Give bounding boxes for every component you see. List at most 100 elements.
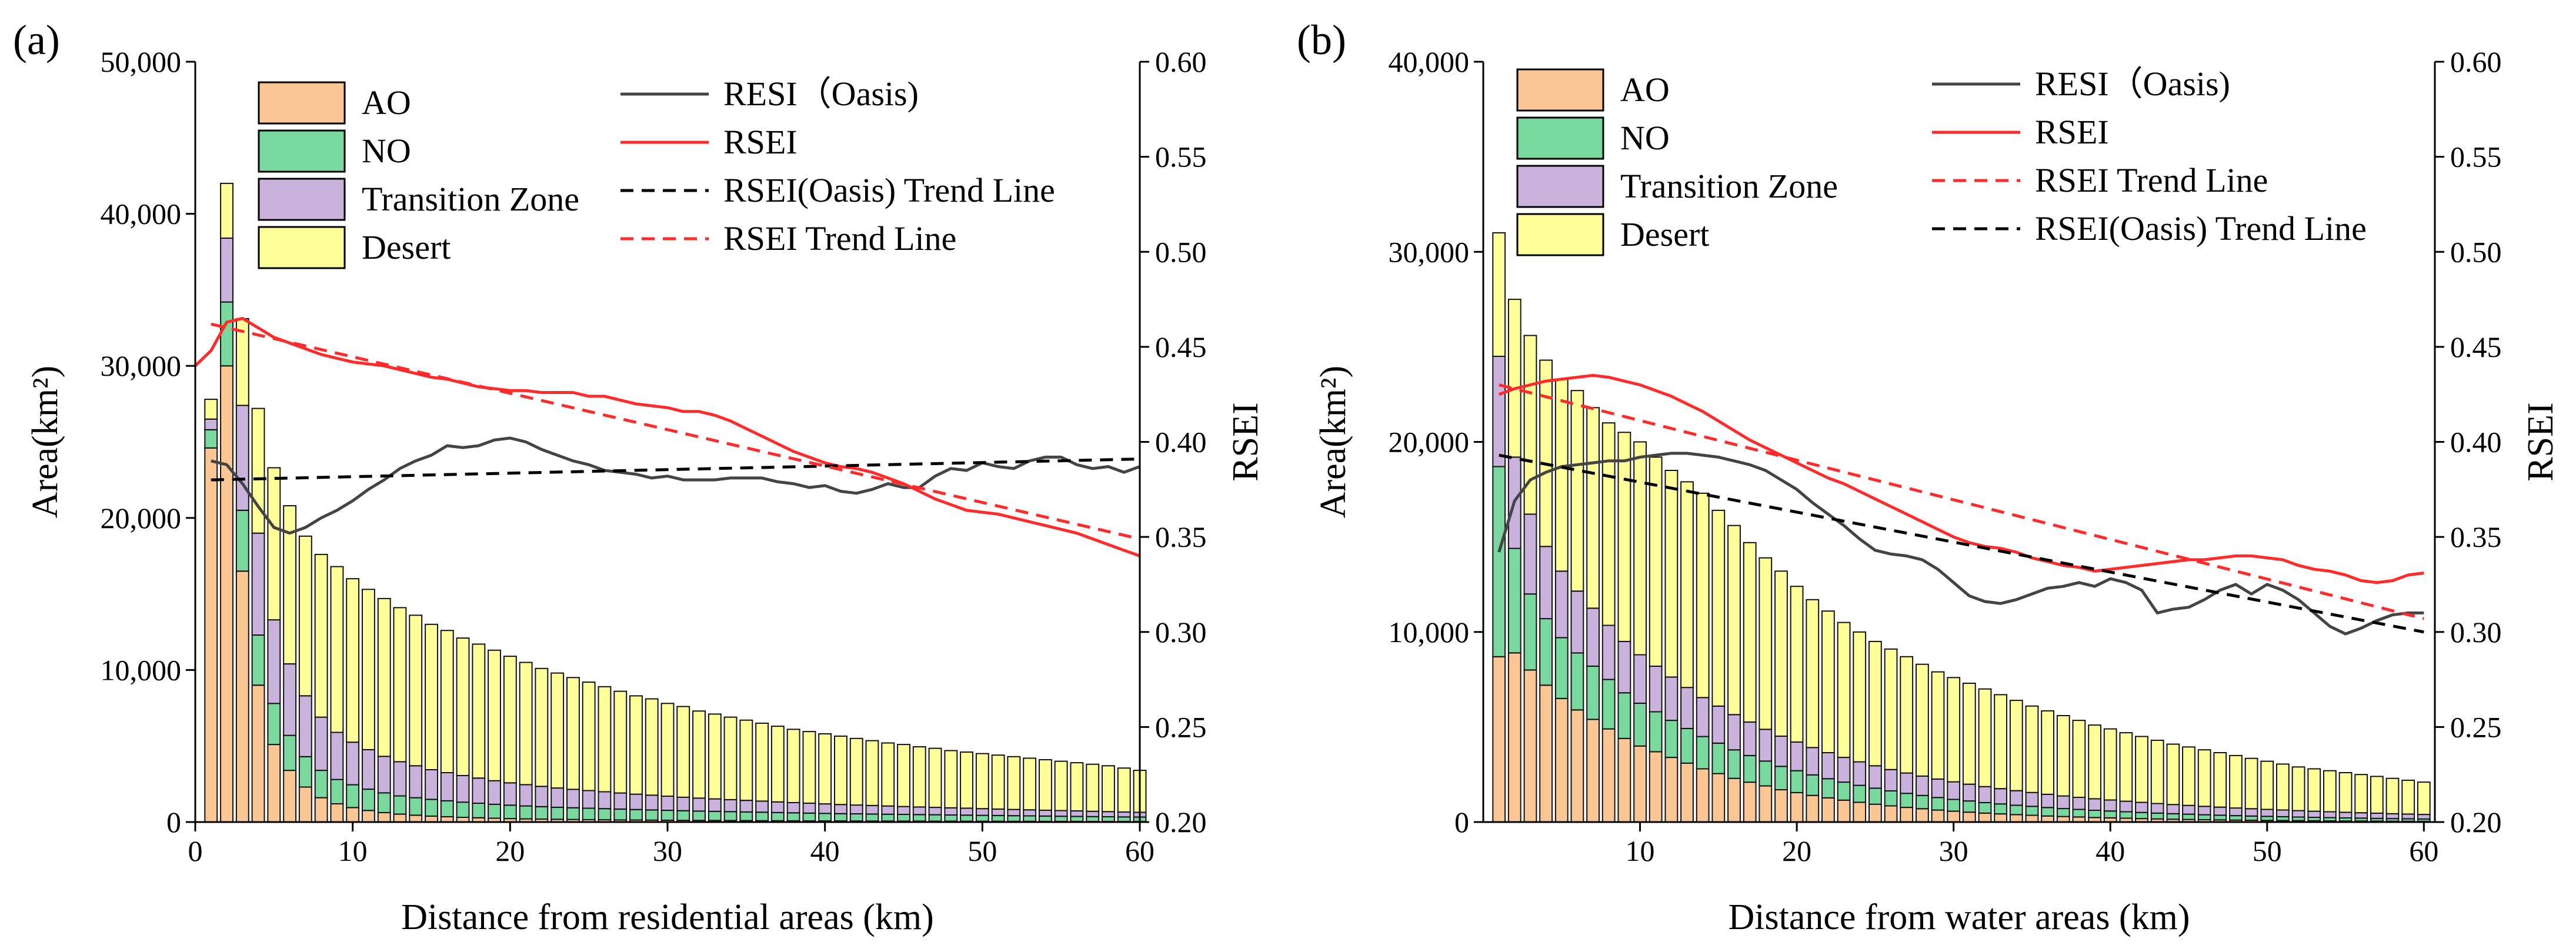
- bar-transition-zone: [645, 794, 659, 811]
- bar-transition-zone: [409, 765, 423, 799]
- bar-ao: [1507, 652, 1521, 823]
- bar-transition-zone: [975, 808, 989, 816]
- bar-ao: [235, 570, 249, 823]
- bar-desert: [2417, 781, 2431, 816]
- bar-desert: [834, 735, 847, 806]
- bar-no: [739, 811, 753, 821]
- bar-no: [598, 808, 612, 821]
- bar-desert: [944, 750, 958, 809]
- bar-desert: [2182, 746, 2195, 806]
- bar-desert: [1070, 762, 1084, 811]
- legend-label: Desert: [362, 228, 451, 266]
- bar-ao: [1539, 684, 1553, 823]
- y-tick-label-right: 0.30: [2450, 616, 2502, 649]
- bar-ao: [283, 770, 297, 823]
- bar-no: [2244, 815, 2258, 821]
- y-tick-label-right: 0.35: [1155, 520, 1207, 553]
- bar-no: [2260, 816, 2274, 821]
- bar-transition-zone: [770, 801, 785, 813]
- bar-desert: [2119, 732, 2133, 802]
- bar-transition-zone: [2338, 811, 2353, 819]
- bar-transition-zone: [2166, 804, 2180, 814]
- y-tick-label-right: 0.45: [2450, 330, 2502, 363]
- bar-transition-zone: [2229, 807, 2243, 817]
- bar-no: [1054, 816, 1068, 822]
- bar-desert: [1711, 509, 1726, 707]
- bar-transition-zone: [802, 803, 816, 814]
- bar-transition-zone: [2197, 806, 2211, 816]
- stacked-bars: [1492, 232, 2431, 823]
- bar-transition-zone: [944, 807, 958, 816]
- bar-desert: [629, 695, 643, 795]
- bar-ao: [1759, 785, 1773, 823]
- bar-desert: [2166, 743, 2180, 806]
- chart-panel-b: (b) 10 20 30 40 50 60 0 10,000 20,000 30,000 40,000…: [1297, 16, 2561, 937]
- bar-ao: [267, 744, 281, 823]
- bar-no: [362, 789, 375, 811]
- bar-no: [1759, 760, 1773, 787]
- bar-desert: [1649, 456, 1663, 667]
- legend-label: RSEI: [2035, 113, 2109, 151]
- bar-transition-zone: [346, 741, 360, 786]
- bar-no: [1680, 728, 1694, 764]
- bar-desert: [928, 747, 942, 809]
- bar-transition-zone: [1821, 752, 1835, 780]
- bar-ao: [1523, 669, 1537, 823]
- legend-label: RSEI(Oasis) Trend Line: [723, 171, 1055, 209]
- bar-desert: [2009, 700, 2023, 791]
- bar-no: [1039, 815, 1052, 822]
- bar-ao: [1554, 697, 1569, 823]
- y-tick-label-left: 20,000: [1389, 426, 1470, 459]
- bar-ao: [1601, 728, 1616, 823]
- bar-desert: [912, 746, 926, 808]
- bar-no: [2009, 804, 2023, 816]
- bar-no: [535, 806, 549, 820]
- bar-no: [220, 301, 234, 367]
- bar-ao: [2041, 815, 2054, 823]
- bar-desert: [1054, 760, 1068, 811]
- bar-desert: [1586, 407, 1600, 609]
- bar-desert: [960, 751, 973, 809]
- bar-desert: [472, 643, 486, 779]
- series-line-rsei-oasis-trend-line: [1499, 453, 2424, 634]
- bar-no: [1727, 749, 1741, 779]
- x-tick-label: 40: [810, 834, 840, 867]
- bar-ao: [2025, 814, 2039, 823]
- bar-ao: [1774, 789, 1788, 823]
- bar-transition-zone: [1790, 741, 1804, 771]
- bar-transition-zone: [235, 405, 249, 511]
- bar-desert: [1554, 378, 1569, 572]
- bar-no: [440, 800, 454, 818]
- bar-desert: [2229, 754, 2243, 809]
- bar-no: [881, 813, 895, 822]
- bar-transition-zone: [786, 801, 800, 814]
- x-tick-label: 10: [1626, 834, 1655, 867]
- bar-desert: [1086, 763, 1100, 812]
- bar-desert: [2056, 715, 2070, 797]
- bar-desert: [314, 553, 328, 718]
- bar-no: [503, 804, 517, 820]
- bar-desert: [1601, 422, 1616, 626]
- bar-transition-zone: [251, 532, 265, 636]
- bar-desert: [377, 597, 391, 757]
- bar-transition-zone: [1806, 747, 1820, 776]
- bar-desert: [1102, 765, 1115, 813]
- bar-transition-zone: [629, 793, 643, 810]
- y-tick-label-left: 0: [166, 806, 181, 839]
- y-tick-label-right: 0.20: [1155, 806, 1207, 839]
- bar-no: [1023, 815, 1037, 822]
- bar-desert: [1759, 557, 1773, 730]
- bar-no: [1774, 766, 1788, 791]
- bar-desert: [755, 722, 769, 802]
- bar-no: [755, 811, 769, 821]
- legend-label: Transition Zone: [1620, 167, 1838, 205]
- bar-desert: [1774, 570, 1788, 737]
- bar-transition-zone: [739, 800, 753, 813]
- series-line-rsei-trend-line: [211, 322, 1140, 540]
- bar-desert: [723, 716, 738, 800]
- bar-ao: [1947, 810, 1961, 823]
- legend-swatch-ao: [258, 81, 346, 125]
- bar-transition-zone: [834, 804, 847, 814]
- bar-transition-zone: [1586, 607, 1600, 667]
- bar-ao: [362, 810, 375, 823]
